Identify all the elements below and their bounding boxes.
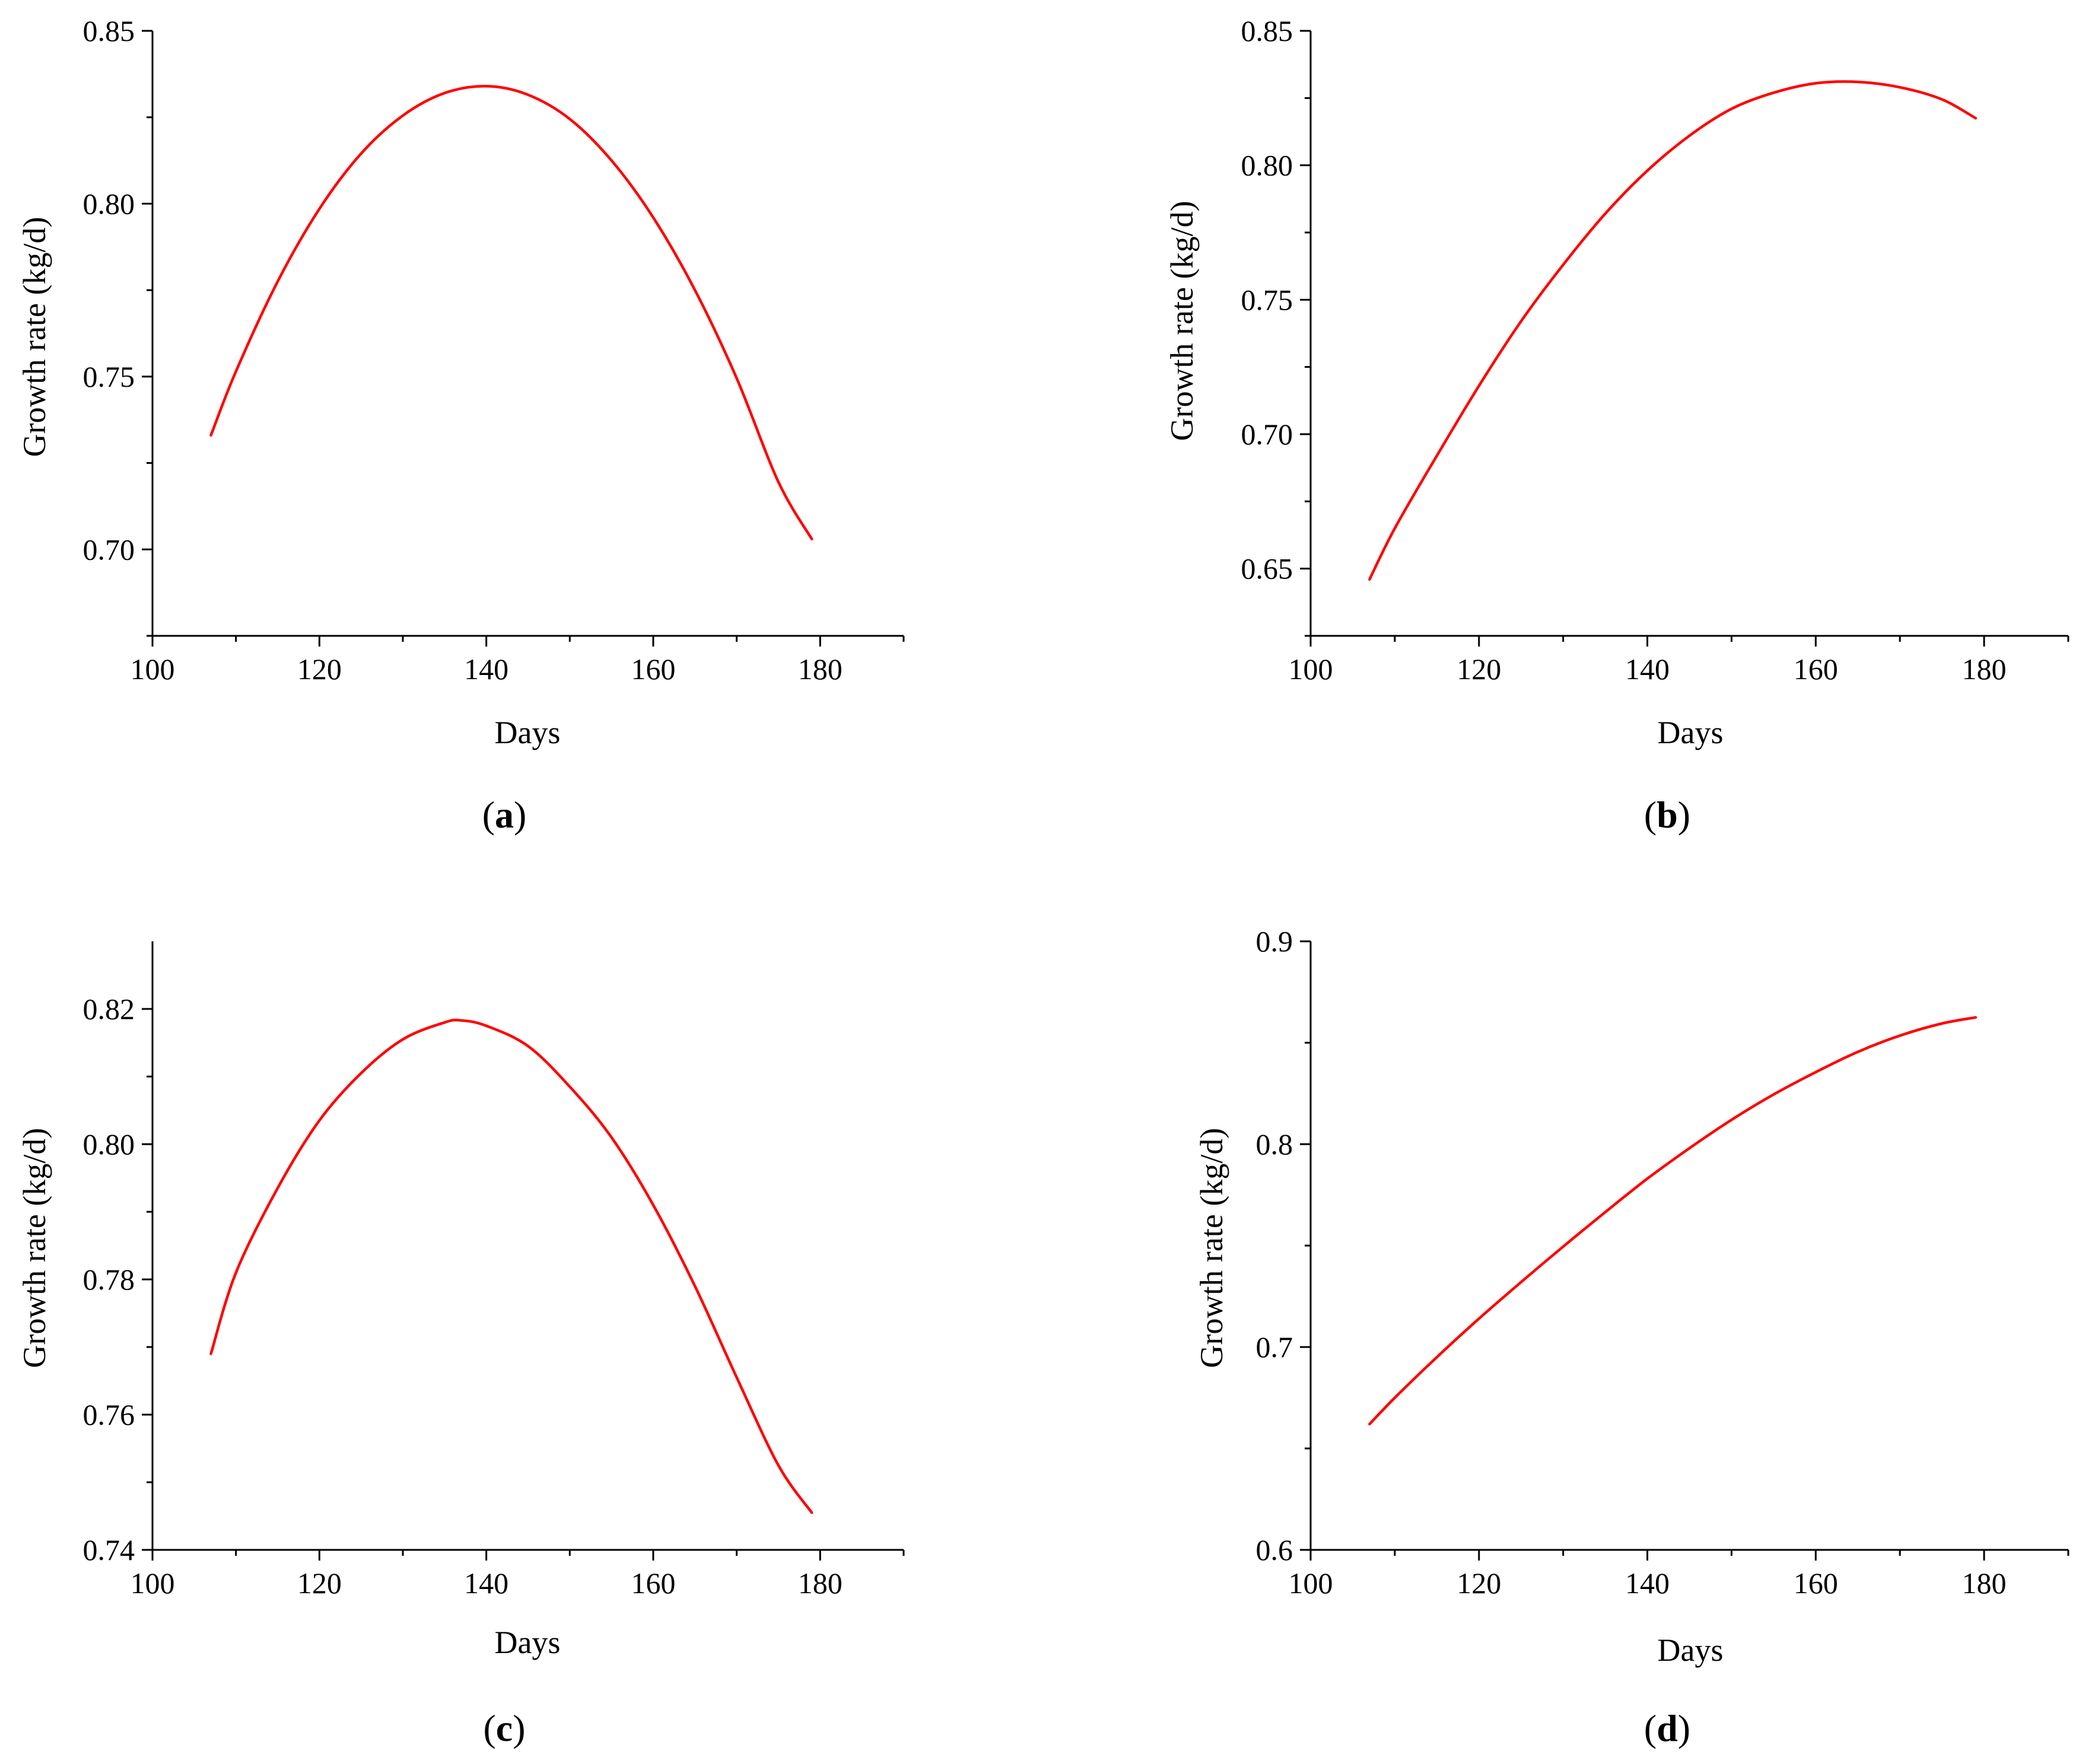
panel-c: 100 120 140 160 180 0.74 0.76 0.78 0.80 0.82 Days…: [17, 941, 905, 1749]
panel-a-ytick-label: 0.70: [83, 533, 135, 566]
panel-c-ylabel: Growth rate (kg/d): [17, 1128, 52, 1368]
panel-c-caption: (c): [483, 1707, 525, 1749]
panel-b-plot: 100 120 140 160 180 0.65 0.70 0.75 0.80 0.85: [1241, 14, 2069, 686]
panel-b-xtick-label: 140: [1625, 652, 1670, 686]
panel-d-series-line: [1368, 1016, 1977, 1426]
panel-c-xtick-label: 180: [798, 1566, 842, 1600]
panel-c-ytick-label: 0.80: [83, 1128, 135, 1161]
panel-a-caption: (a): [482, 794, 527, 836]
panel-d-ytick-label: 0.7: [1256, 1330, 1293, 1364]
panel-b-caption: (b): [1644, 794, 1690, 836]
panel-d-caption: (d): [1644, 1707, 1690, 1749]
panel-b-ytick-label: 0.85: [1241, 14, 1293, 47]
panel-a-xtick-label: 120: [297, 652, 342, 686]
panel-b-ytick-label: 0.80: [1241, 149, 1293, 182]
panel-c-plot: 100 120 140 160 180 0.74 0.76 0.78 0.80 0.82: [83, 941, 905, 1600]
panel-a-ylabel: Growth rate (kg/d): [17, 217, 52, 457]
panel-a-ytick-label: 0.75: [83, 360, 135, 393]
panel-d-caption-letter: d: [1657, 1707, 1678, 1749]
panel-c-series-line: [209, 1018, 813, 1514]
panel-a-xtick-label: 100: [131, 652, 175, 686]
panel-b-series-line: [1368, 80, 1977, 581]
panel-b-caption-letter: b: [1657, 794, 1678, 836]
panel-c-xtick-label: 160: [631, 1566, 676, 1600]
panel-a-plot: 100 120 140 160 180 0.70 0.75 0.80 0.85: [83, 14, 905, 686]
panel-d-xtick-label: 140: [1625, 1566, 1670, 1600]
panel-d-xlabel: Days: [1658, 1632, 1724, 1668]
panel-c-xlabel: Days: [495, 1625, 561, 1660]
panel-c-caption-letter: c: [496, 1707, 513, 1749]
panel-d-ytick-label: 0.9: [1256, 925, 1293, 958]
panel-a-series-line: [209, 85, 813, 541]
panel-a-caption-letter: a: [495, 794, 514, 836]
panel-b-ytick-label: 0.75: [1241, 283, 1293, 316]
panel-c-ytick-label: 0.76: [83, 1398, 135, 1431]
panel-c-xtick-label: 100: [131, 1566, 175, 1600]
panel-b-ytick-label: 0.70: [1241, 418, 1293, 451]
panel-c-xtick-label: 140: [464, 1566, 508, 1600]
panel-a-xlabel: Days: [495, 715, 561, 750]
panel-b-xtick-label: 100: [1289, 652, 1333, 686]
panel-d: 100 120 140 160 180 0.6 0.7 0.8 0.9 Days Growth …: [1194, 925, 2069, 1749]
panel-b-ylabel: Growth rate (kg/d): [1164, 201, 1200, 441]
panel-d-ytick-label: 0.8: [1256, 1128, 1293, 1161]
panel-d-xtick-label: 160: [1794, 1566, 1838, 1600]
panel-b-xlabel: Days: [1658, 715, 1724, 750]
panel-a-xtick-label: 160: [631, 652, 676, 686]
panel-d-ylabel: Growth rate (kg/d): [1194, 1128, 1229, 1368]
panel-a-ytick-label: 0.85: [83, 14, 135, 47]
panel-b: 100 120 140 160 180 0.65 0.70 0.75 0.80 0.85 Days…: [1164, 14, 2069, 836]
panel-a-xtick-label: 180: [798, 652, 842, 686]
panel-d-plot: 100 120 140 160 180 0.6 0.7 0.8 0.9: [1256, 925, 2069, 1600]
panel-a-ytick-label: 0.80: [83, 187, 135, 220]
panel-c-ytick-label: 0.78: [83, 1263, 135, 1296]
panel-d-xtick-label: 120: [1457, 1566, 1501, 1600]
panel-c-xtick-label: 120: [297, 1566, 342, 1600]
panel-b-xtick-label: 120: [1457, 652, 1501, 686]
panel-a-xtick-label: 140: [464, 652, 508, 686]
panel-d-xtick-label: 100: [1289, 1566, 1333, 1600]
panel-a: 100 120 140 160 180 0.70 0.75 0.80 0.85 Days Gro…: [17, 14, 905, 836]
panel-c-ytick-label: 0.74: [83, 1533, 135, 1566]
panel-c-ytick-label: 0.82: [83, 992, 135, 1026]
panel-d-xtick-label: 180: [1962, 1566, 2007, 1600]
panel-b-xtick-label: 180: [1962, 652, 2007, 686]
panel-b-ytick-label: 0.65: [1241, 552, 1293, 585]
panel-d-ytick-label: 0.6: [1256, 1533, 1293, 1566]
panel-b-xtick-label: 160: [1794, 652, 1838, 686]
